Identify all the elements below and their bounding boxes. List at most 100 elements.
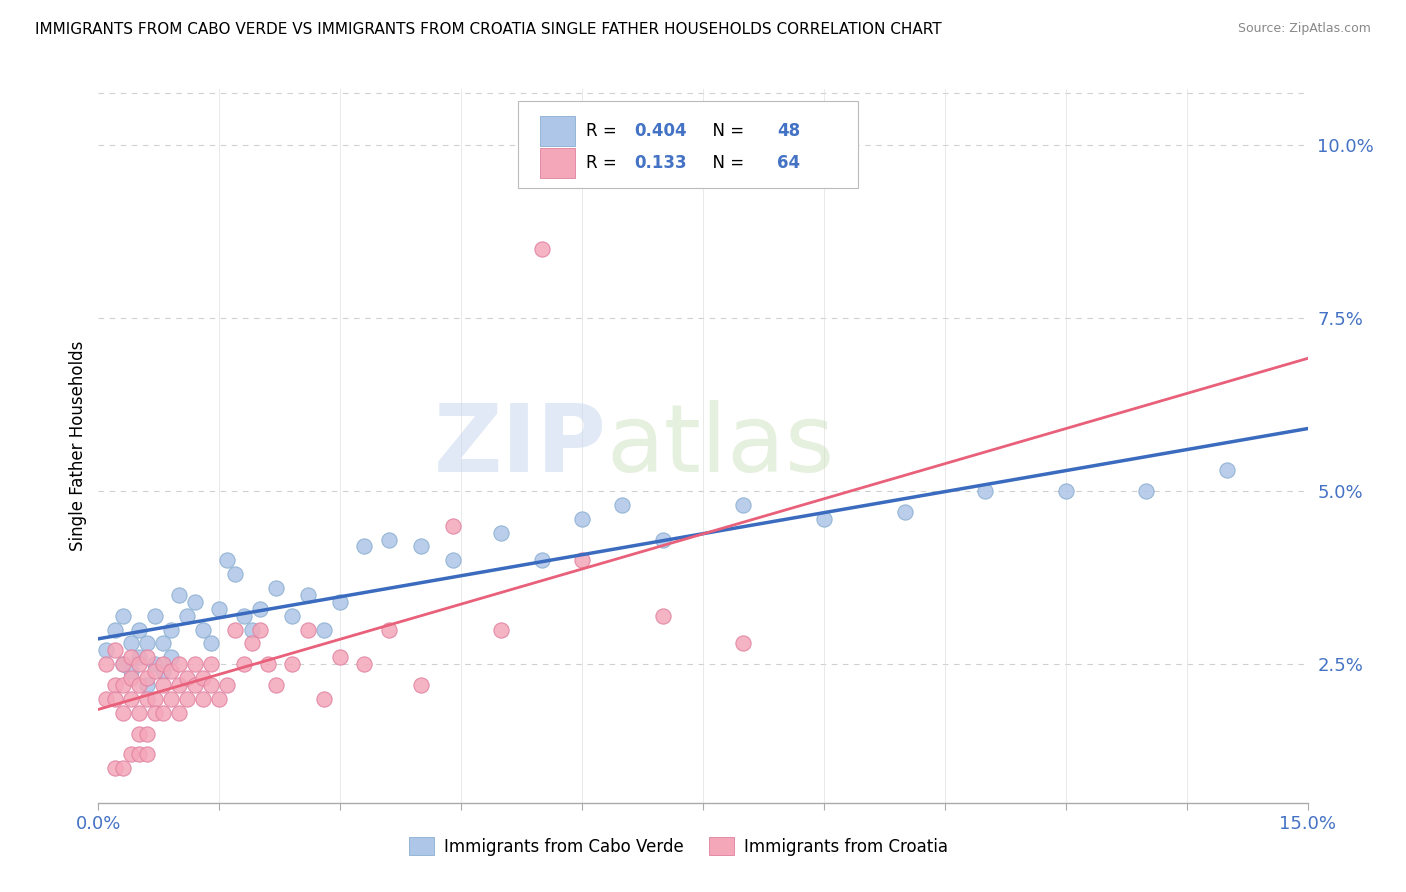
Point [281, 657, 304, 672]
Point [240, 636, 263, 650]
Point [128, 747, 150, 762]
Point [103, 691, 125, 706]
Point [1054, 483, 1077, 498]
Point [128, 650, 150, 665]
Point [167, 706, 190, 720]
Point [441, 518, 464, 533]
Point [184, 678, 207, 692]
Point [120, 636, 142, 650]
Point [152, 678, 174, 692]
Point [409, 678, 432, 692]
Text: R =: R = [586, 153, 621, 171]
Text: Source: ZipAtlas.com: Source: ZipAtlas.com [1237, 22, 1371, 36]
Text: N =: N = [702, 153, 749, 171]
Point [167, 678, 190, 692]
Text: 0.133: 0.133 [634, 153, 686, 171]
Point [224, 567, 246, 582]
Point [167, 588, 190, 602]
Point [128, 726, 150, 740]
Point [96, 657, 118, 672]
Text: 64: 64 [776, 153, 800, 171]
Point [135, 726, 157, 740]
Point [143, 657, 166, 672]
Point [152, 657, 174, 672]
Point [96, 691, 118, 706]
Point [111, 657, 134, 672]
Point [974, 483, 997, 498]
Text: ZIP: ZIP [433, 400, 606, 492]
Text: 48: 48 [776, 121, 800, 139]
Point [571, 553, 593, 567]
Point [530, 553, 553, 567]
Point [314, 691, 336, 706]
Text: IMMIGRANTS FROM CABO VERDE VS IMMIGRANTS FROM CROATIA SINGLE FATHER HOUSEHOLDS C: IMMIGRANTS FROM CABO VERDE VS IMMIGRANTS… [35, 22, 942, 37]
Point [135, 636, 157, 650]
Point [491, 525, 513, 540]
Point [249, 623, 271, 637]
FancyBboxPatch shape [540, 148, 575, 178]
Point [176, 671, 198, 685]
Point [143, 706, 166, 720]
Text: 0.404: 0.404 [634, 121, 686, 139]
Text: R =: R = [586, 121, 621, 139]
Point [217, 553, 239, 567]
Point [297, 623, 319, 637]
Point [160, 623, 183, 637]
Point [120, 650, 142, 665]
Point [143, 608, 166, 623]
Point [103, 678, 125, 692]
Point [135, 650, 157, 665]
Point [193, 691, 215, 706]
Text: N =: N = [702, 121, 749, 139]
Point [152, 706, 174, 720]
Point [176, 691, 198, 706]
Point [813, 512, 835, 526]
Point [651, 608, 673, 623]
Point [193, 671, 215, 685]
Point [111, 657, 134, 672]
Point [353, 657, 375, 672]
Point [200, 657, 222, 672]
Point [1135, 483, 1157, 498]
Point [217, 678, 239, 692]
Point [200, 636, 222, 650]
Point [893, 505, 915, 519]
Point [160, 664, 183, 678]
Point [152, 664, 174, 678]
Point [135, 691, 157, 706]
FancyBboxPatch shape [540, 116, 575, 145]
Point [733, 498, 755, 512]
Point [264, 678, 287, 692]
Point [152, 636, 174, 650]
Point [264, 581, 287, 595]
Point [160, 650, 183, 665]
Point [530, 242, 553, 256]
Point [651, 533, 673, 547]
Point [1216, 463, 1239, 477]
Point [377, 533, 399, 547]
Point [491, 623, 513, 637]
Point [329, 650, 352, 665]
Point [184, 657, 207, 672]
Point [103, 761, 125, 775]
Point [143, 691, 166, 706]
Point [160, 691, 183, 706]
Point [208, 691, 231, 706]
Point [111, 761, 134, 775]
Point [314, 623, 336, 637]
Point [120, 691, 142, 706]
Point [103, 643, 125, 657]
Text: atlas: atlas [606, 400, 835, 492]
Point [128, 706, 150, 720]
Point [167, 657, 190, 672]
Point [184, 595, 207, 609]
Point [208, 602, 231, 616]
Point [96, 643, 118, 657]
Point [135, 671, 157, 685]
FancyBboxPatch shape [517, 102, 858, 187]
Point [200, 678, 222, 692]
Point [128, 657, 150, 672]
Point [249, 602, 271, 616]
Point [111, 678, 134, 692]
Point [120, 664, 142, 678]
